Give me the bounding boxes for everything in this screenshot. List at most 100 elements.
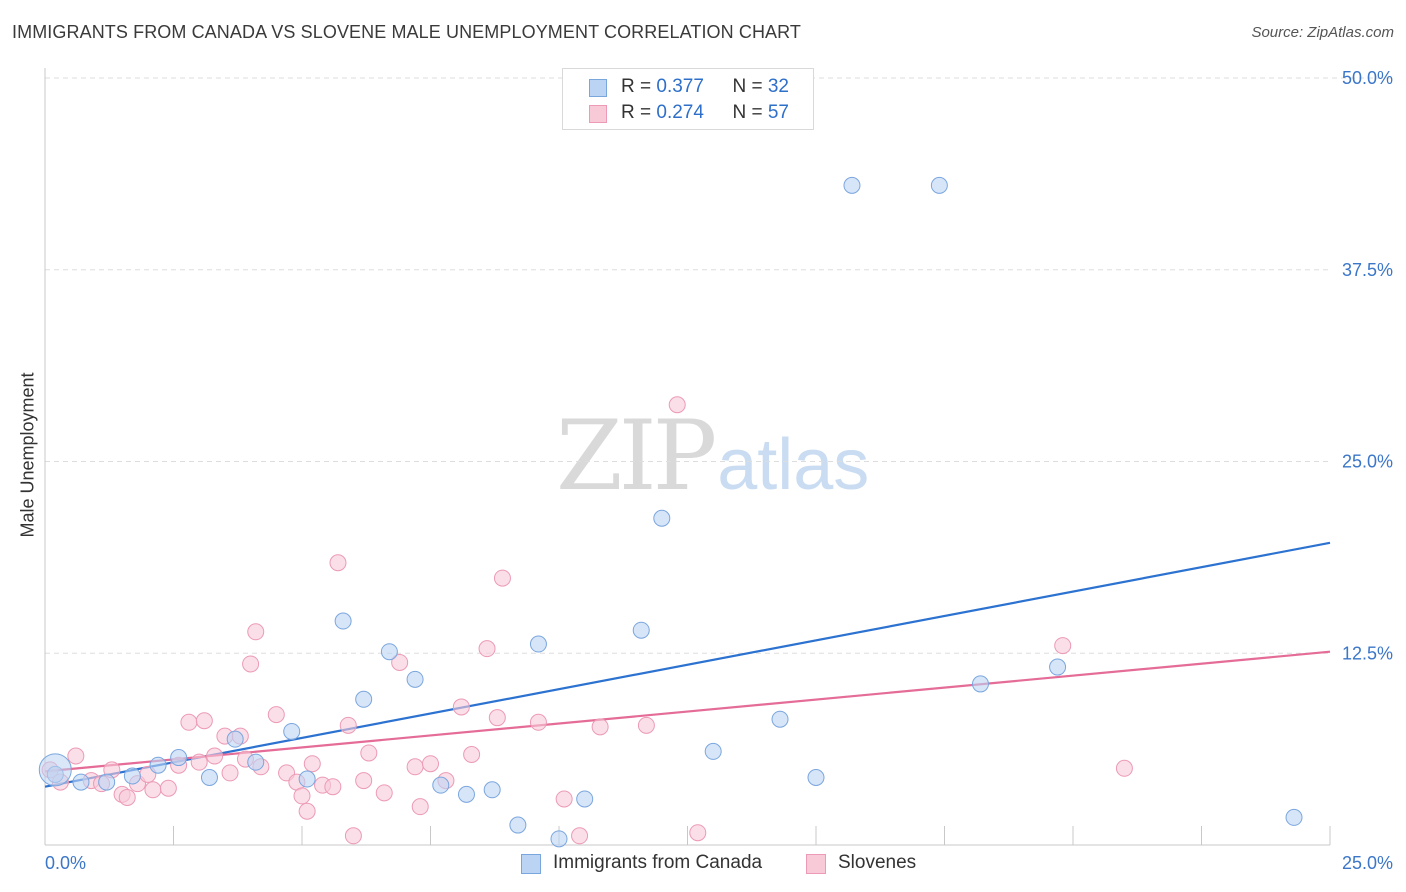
legend-swatch-blue <box>589 79 607 97</box>
slovenes-point <box>67 747 85 765</box>
bottom-legend-swatch-blue <box>521 854 541 874</box>
slovenes-point <box>637 716 655 734</box>
canada-point <box>529 635 547 653</box>
canada-point <box>704 742 722 760</box>
slovenes-point <box>529 713 547 731</box>
canada-point <box>457 785 475 803</box>
canada-point <box>72 773 90 791</box>
canada-point <box>298 770 316 788</box>
point-layer <box>38 176 1303 848</box>
canada-point <box>843 176 861 194</box>
canada-point <box>550 830 568 848</box>
slovenes-point <box>452 698 470 716</box>
slovenes-trendline <box>44 650 1331 773</box>
correlation-legend: R = 0.377 N = 32 R = 0.274 N = 57 <box>562 68 814 130</box>
canada-point <box>971 675 989 693</box>
slovenes-point <box>355 772 373 790</box>
canada-point <box>509 816 527 834</box>
slovenes-point <box>195 712 213 730</box>
canada-point <box>247 753 265 771</box>
legend-n-label: N = <box>732 76 768 97</box>
slovenes-point <box>591 718 609 736</box>
canada-point <box>930 176 948 194</box>
grid-layer <box>45 77 1393 654</box>
slovenes-point <box>118 788 136 806</box>
x-tick-label: 0.0% <box>45 853 86 873</box>
slovenes-point <box>411 798 429 816</box>
chart-source: Source: ZipAtlas.com <box>1251 24 1394 41</box>
trend-layer <box>44 541 1331 788</box>
slovenes-point <box>1115 759 1133 777</box>
slovenes-point <box>493 569 511 587</box>
canada-point <box>632 621 650 639</box>
canada-point <box>226 730 244 748</box>
slovenes-point <box>144 781 162 799</box>
slovenes-point <box>180 713 198 731</box>
slovenes-point <box>206 747 224 765</box>
chart-title: IMMIGRANTS FROM CANADA VS SLOVENE MALE U… <box>12 22 802 42</box>
slovenes-point <box>360 744 378 762</box>
slovenes-point <box>488 709 506 727</box>
canada-point <box>1049 658 1067 676</box>
canada-point <box>334 612 352 630</box>
canada-point <box>283 722 301 740</box>
slovenes-point <box>406 758 424 776</box>
slovenes-point <box>339 716 357 734</box>
canada-point <box>653 509 671 527</box>
y-tick-label: 50.0% <box>1342 68 1393 88</box>
canada-point <box>771 710 789 728</box>
canada-point <box>200 769 218 787</box>
slovenes-point <box>571 827 589 845</box>
legend-r-label: R = <box>621 76 657 97</box>
canada-point <box>1285 808 1303 826</box>
bottom-legend-label: Slovenes <box>838 852 917 873</box>
canada-point <box>123 767 141 785</box>
canada-point <box>432 776 450 794</box>
slovenes-point <box>298 802 316 820</box>
canada-point <box>576 790 594 808</box>
legend-r-value: 0.377 <box>656 76 704 97</box>
slovenes-point <box>293 787 311 805</box>
slovenes-point <box>247 623 265 641</box>
slovenes-point <box>221 764 239 782</box>
slovenes-point <box>463 745 481 763</box>
y-tick-label: 25.0% <box>1342 452 1393 472</box>
legend-n-value: 57 <box>767 102 789 123</box>
bottom-legend-label: Immigrants from Canada <box>553 852 763 873</box>
slovenes-point <box>267 706 285 724</box>
canada-point <box>380 643 398 661</box>
watermark-atlas: atlas <box>717 425 870 505</box>
y-tick-label: 37.5% <box>1342 260 1393 280</box>
bottom-legend-swatch-pink <box>806 854 826 874</box>
axis-layer <box>44 68 1331 846</box>
canada-point <box>170 749 188 767</box>
slovenes-point <box>324 778 342 796</box>
slovenes-point <box>689 824 707 842</box>
canada-trendline <box>44 541 1331 788</box>
slovenes-point <box>478 640 496 658</box>
x-tick-label: 25.0% <box>1342 853 1393 873</box>
slovenes-point <box>375 784 393 802</box>
slovenes-point <box>391 653 409 671</box>
canada-point <box>355 690 373 708</box>
label-layer: 12.5% 25.0% 37.5% 50.0% 0.0% 25.0% <box>45 68 1393 873</box>
slovenes-point <box>303 755 321 773</box>
slovenes-point <box>242 655 260 673</box>
watermark-zip: ZIP <box>556 400 717 512</box>
slovenes-point <box>190 753 208 771</box>
canada-point <box>483 781 501 799</box>
slovenes-point <box>422 755 439 773</box>
legend-n-label: N = <box>732 102 768 123</box>
canada-point <box>38 753 72 787</box>
slovenes-point <box>555 790 573 808</box>
legend-r-value: 0.274 <box>656 102 704 123</box>
legend-r-label: R = <box>621 102 657 123</box>
legend-swatch-pink <box>589 105 607 123</box>
canada-point <box>807 769 825 787</box>
watermark: ZIPatlas <box>556 400 869 512</box>
canada-point <box>98 773 116 791</box>
slovenes-point <box>329 554 347 572</box>
y-tick-label: 12.5% <box>1342 643 1393 663</box>
canada-point <box>406 670 424 688</box>
